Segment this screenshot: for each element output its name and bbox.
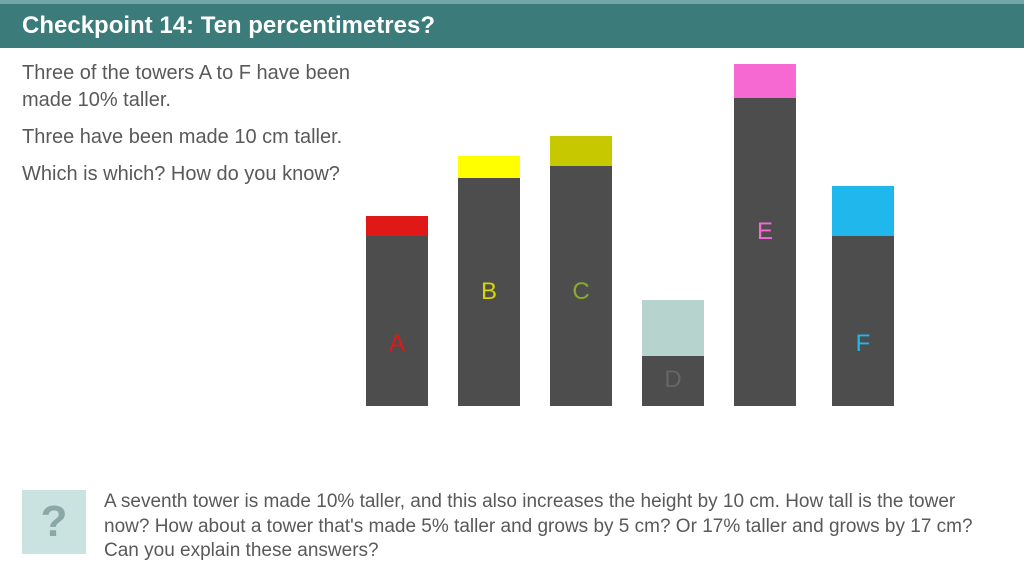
tower-e: E: [734, 64, 796, 406]
intro-text: Three of the towers A to F have been mad…: [22, 60, 402, 198]
tower-d: D: [642, 300, 704, 406]
tower-base: [366, 236, 428, 406]
tower-top: [366, 216, 428, 236]
tower-label: B: [458, 278, 520, 306]
tower-top: [832, 186, 894, 236]
intro-line-2: Three have been made 10 cm taller.: [22, 124, 402, 151]
content-area: Three of the towers A to F have been mad…: [0, 48, 1024, 576]
tower-base: [832, 236, 894, 406]
tower-label: C: [550, 278, 612, 306]
question-mark-icon: ?: [41, 497, 68, 547]
tower-top: [642, 300, 704, 356]
tower-top: [550, 136, 612, 166]
tower-label: E: [734, 218, 796, 246]
tower-a: A: [366, 216, 428, 406]
tower-base: [734, 98, 796, 406]
footer: ? A seventh tower is made 10% taller, an…: [22, 490, 1002, 564]
tower-label: F: [832, 330, 894, 358]
footer-text: A seventh tower is made 10% taller, and …: [104, 490, 1002, 564]
intro-line-1: Three of the towers A to F have been mad…: [22, 60, 402, 114]
tower-label: D: [642, 366, 704, 394]
intro-line-3: Which is which? How do you know?: [22, 161, 402, 188]
tower-label: A: [366, 330, 428, 358]
tower-top: [734, 64, 796, 98]
tower-f: F: [832, 186, 894, 406]
tower-b: B: [458, 156, 520, 406]
header-bar: Checkpoint 14: Ten percentimetres?: [0, 4, 1024, 48]
page-title: Checkpoint 14: Ten percentimetres?: [22, 12, 435, 40]
tower-c: C: [550, 136, 612, 406]
tower-top: [458, 156, 520, 178]
towers-chart: A B C D E F: [356, 56, 1006, 406]
question-mark-box: ?: [22, 490, 86, 554]
